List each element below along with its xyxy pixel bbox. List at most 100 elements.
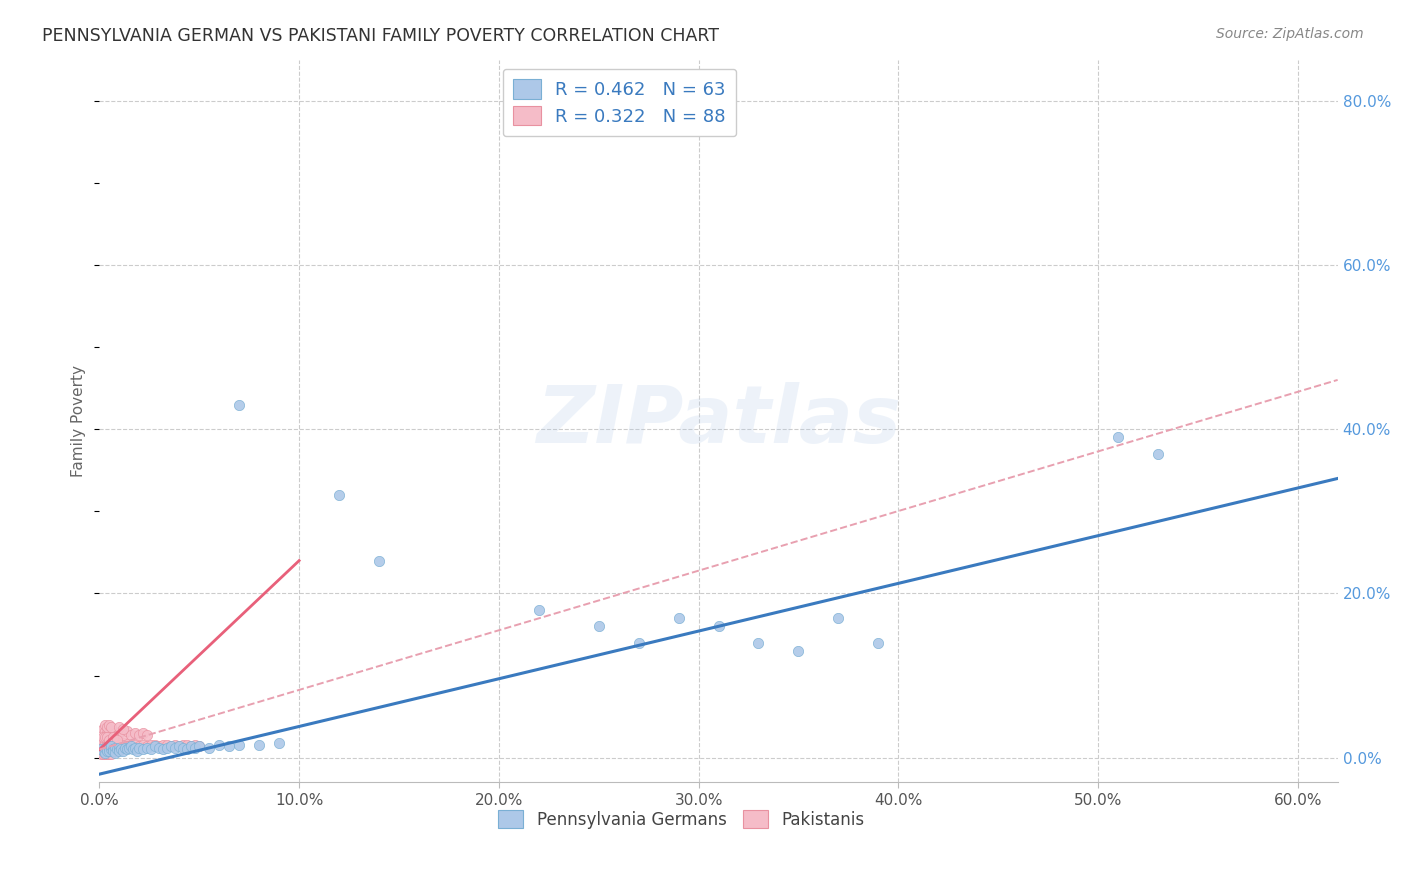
Point — [141, 738, 163, 752]
Point — [103, 742, 125, 756]
Point — [104, 740, 127, 755]
Point — [169, 739, 191, 754]
Point — [103, 744, 125, 758]
Point — [94, 746, 117, 760]
Point — [112, 736, 135, 750]
Point — [117, 742, 139, 756]
Point — [96, 719, 118, 733]
Point — [120, 728, 142, 742]
Point — [148, 740, 170, 755]
Point — [180, 739, 202, 754]
Point — [103, 740, 125, 755]
Point — [90, 742, 112, 756]
Point — [136, 728, 159, 742]
Point — [107, 728, 129, 742]
Point — [107, 732, 129, 747]
Point — [96, 747, 118, 761]
Point — [100, 734, 122, 748]
Point — [198, 740, 221, 755]
Point — [368, 553, 391, 567]
Point — [1107, 430, 1129, 444]
Point — [98, 732, 121, 747]
Point — [165, 738, 187, 752]
Point — [112, 744, 135, 758]
Point — [93, 730, 115, 744]
Point — [328, 488, 350, 502]
Point — [104, 744, 127, 758]
Point — [98, 724, 121, 739]
Point — [124, 740, 146, 755]
Point — [93, 747, 115, 761]
Point — [868, 636, 890, 650]
Point — [96, 734, 118, 748]
Point — [100, 739, 122, 753]
Point — [172, 740, 194, 755]
Point — [247, 738, 270, 752]
Point — [588, 619, 610, 633]
Point — [156, 740, 179, 755]
Point — [93, 744, 115, 758]
Point — [98, 718, 121, 732]
Point — [110, 739, 132, 753]
Point — [107, 742, 129, 756]
Point — [112, 722, 135, 736]
Point — [120, 739, 142, 754]
Point — [143, 739, 166, 754]
Point — [128, 740, 150, 755]
Point — [176, 738, 198, 752]
Point — [96, 742, 118, 756]
Point — [118, 739, 141, 754]
Point — [152, 742, 174, 756]
Point — [110, 742, 132, 756]
Point — [108, 739, 131, 753]
Point — [118, 740, 141, 755]
Point — [96, 726, 118, 740]
Point — [180, 739, 202, 754]
Point — [188, 739, 211, 754]
Point — [132, 738, 155, 752]
Point — [100, 739, 122, 754]
Point — [208, 738, 231, 752]
Point — [93, 722, 115, 736]
Point — [94, 739, 117, 753]
Point — [108, 742, 131, 756]
Point — [114, 740, 136, 755]
Point — [141, 742, 163, 756]
Point — [108, 744, 131, 758]
Point — [707, 619, 730, 633]
Point — [787, 644, 810, 658]
Point — [169, 739, 191, 754]
Y-axis label: Family Poverty: Family Poverty — [72, 365, 86, 477]
Point — [127, 744, 149, 758]
Point — [124, 738, 146, 752]
Point — [94, 718, 117, 732]
Point — [136, 739, 159, 754]
Point — [747, 636, 769, 650]
Point — [172, 738, 194, 752]
Point — [120, 739, 142, 754]
Point — [117, 724, 139, 739]
Point — [94, 747, 117, 761]
Point — [104, 726, 127, 740]
Point — [96, 742, 118, 756]
Point — [104, 739, 127, 754]
Point — [108, 734, 131, 748]
Point — [165, 740, 187, 755]
Point — [103, 736, 125, 750]
Point — [122, 742, 145, 756]
Point — [93, 739, 115, 753]
Point — [176, 742, 198, 756]
Point — [93, 742, 115, 756]
Point — [124, 726, 146, 740]
Text: PENNSYLVANIA GERMAN VS PAKISTANI FAMILY POVERTY CORRELATION CHART: PENNSYLVANIA GERMAN VS PAKISTANI FAMILY … — [42, 27, 720, 45]
Point — [96, 730, 118, 744]
Point — [228, 398, 250, 412]
Point — [132, 726, 155, 740]
Point — [98, 744, 121, 758]
Point — [228, 738, 250, 752]
Text: ZIPatlas: ZIPatlas — [536, 382, 901, 460]
Point — [98, 747, 121, 761]
Point — [90, 747, 112, 761]
Point — [90, 742, 112, 756]
Point — [112, 728, 135, 742]
